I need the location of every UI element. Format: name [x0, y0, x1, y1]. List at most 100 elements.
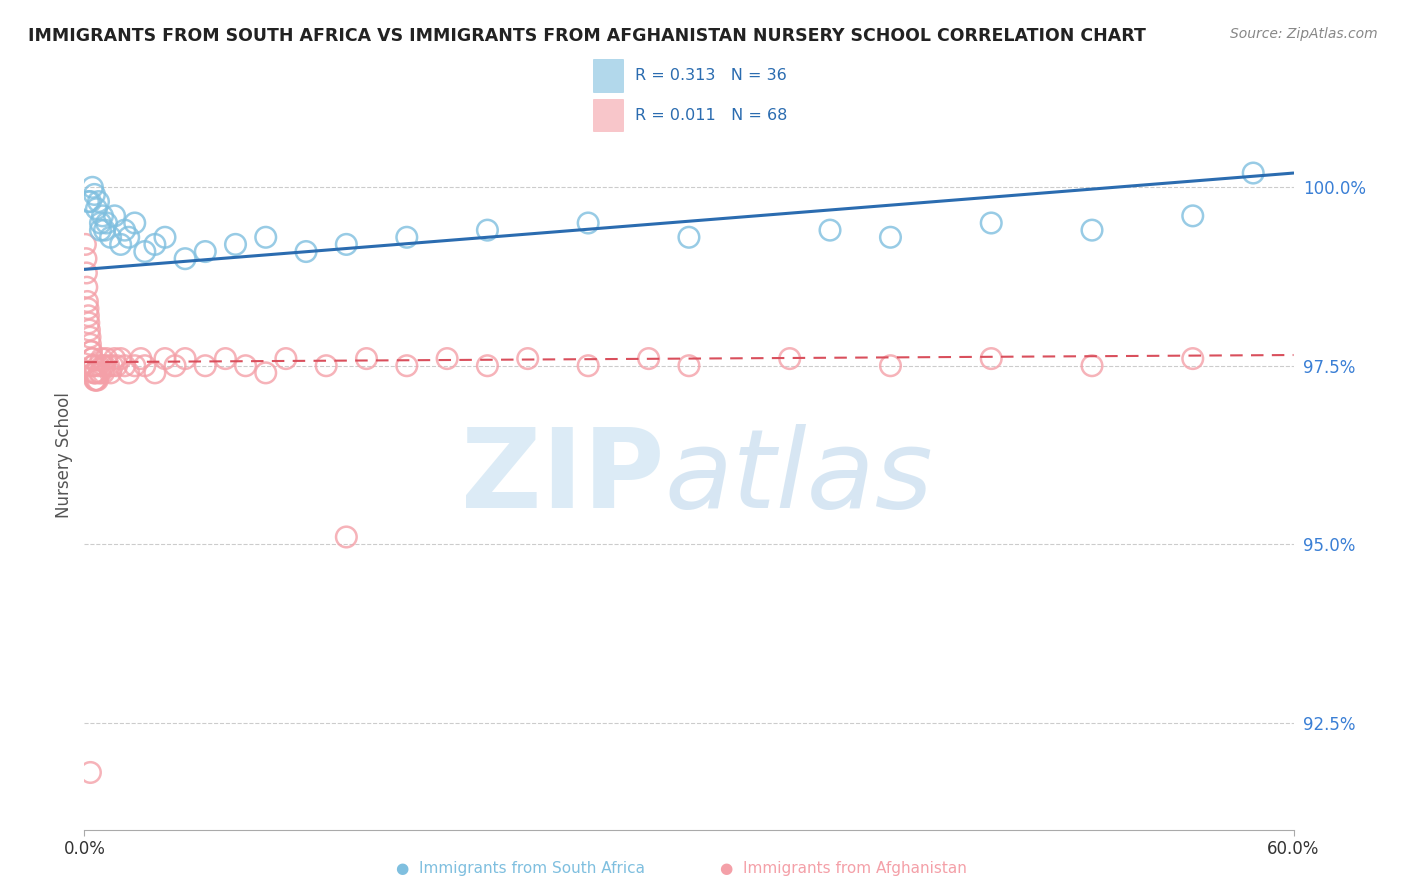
Point	[101, 359, 124, 373]
Point	[96, 216, 118, 230]
Point	[83, 373, 105, 387]
Point	[93, 359, 115, 373]
Point	[77, 309, 100, 323]
Point	[91, 359, 114, 373]
Point	[82, 351, 104, 366]
Text: R = 0.011   N = 68: R = 0.011 N = 68	[636, 108, 787, 123]
Point	[678, 230, 700, 244]
Point	[576, 216, 599, 230]
Point	[124, 359, 146, 373]
Point	[82, 359, 104, 373]
Point	[194, 359, 217, 373]
Point	[1081, 359, 1104, 373]
Point	[879, 230, 901, 244]
Point	[1181, 209, 1204, 223]
Point	[75, 252, 97, 266]
Point	[1181, 351, 1204, 366]
Point	[82, 180, 104, 194]
Point	[118, 366, 141, 380]
Point	[84, 373, 107, 387]
Text: ●  Immigrants from Afghanistan: ● Immigrants from Afghanistan	[720, 861, 967, 876]
Point	[86, 373, 108, 387]
Point	[335, 237, 357, 252]
Point	[89, 216, 111, 230]
Point	[779, 351, 801, 366]
Point	[356, 351, 378, 366]
Point	[477, 359, 499, 373]
Point	[980, 351, 1002, 366]
Point	[134, 244, 156, 259]
Point	[110, 237, 132, 252]
Point	[83, 187, 105, 202]
Point	[77, 316, 100, 330]
Point	[153, 351, 176, 366]
Point	[89, 366, 111, 380]
Point	[79, 323, 101, 337]
Point	[79, 330, 101, 344]
Text: R = 0.313   N = 36: R = 0.313 N = 36	[636, 68, 786, 83]
Point	[225, 237, 247, 252]
Point	[129, 351, 152, 366]
Point	[678, 359, 700, 373]
Point	[174, 351, 197, 366]
Point	[100, 230, 122, 244]
Text: IMMIGRANTS FROM SOUTH AFRICA VS IMMIGRANTS FROM AFGHANISTAN NURSERY SCHOOL CORRE: IMMIGRANTS FROM SOUTH AFRICA VS IMMIGRAN…	[28, 27, 1146, 45]
Point	[124, 216, 146, 230]
Point	[105, 359, 128, 373]
Point	[77, 194, 100, 209]
Text: Source: ZipAtlas.com: Source: ZipAtlas.com	[1230, 27, 1378, 41]
Point	[235, 359, 257, 373]
Point	[86, 202, 108, 216]
Point	[96, 351, 118, 366]
Point	[1241, 166, 1264, 180]
Point	[295, 244, 318, 259]
Point	[93, 366, 115, 380]
Point	[100, 366, 122, 380]
Point	[93, 223, 115, 237]
Point	[165, 359, 187, 373]
Point	[879, 359, 901, 373]
Point	[84, 366, 107, 380]
Point	[637, 351, 659, 366]
Point	[89, 366, 111, 380]
Point	[335, 530, 357, 544]
Point	[80, 344, 103, 359]
Point	[90, 351, 112, 366]
Point	[110, 351, 132, 366]
Point	[153, 230, 176, 244]
Point	[395, 359, 418, 373]
Point	[83, 366, 105, 380]
Point	[477, 223, 499, 237]
Point	[194, 244, 217, 259]
Point	[79, 765, 101, 780]
Point	[134, 359, 156, 373]
Point	[254, 230, 277, 244]
Point	[818, 223, 841, 237]
Point	[86, 373, 108, 387]
Point	[516, 351, 538, 366]
Point	[79, 337, 101, 351]
Point	[80, 351, 103, 366]
Point	[87, 359, 110, 373]
Point	[76, 294, 98, 309]
Point	[174, 252, 197, 266]
Point	[395, 230, 418, 244]
Point	[114, 359, 136, 373]
Point	[97, 359, 120, 373]
Point	[80, 344, 103, 359]
Point	[143, 366, 166, 380]
Point	[77, 301, 100, 316]
Bar	[592, 60, 623, 92]
Point	[214, 351, 236, 366]
Point	[75, 237, 97, 252]
Point	[143, 237, 166, 252]
Point	[576, 359, 599, 373]
Y-axis label: Nursery School: Nursery School	[55, 392, 73, 518]
Point	[104, 351, 127, 366]
Point	[104, 209, 127, 223]
Text: atlas: atlas	[665, 424, 934, 531]
Point	[118, 230, 141, 244]
Point	[75, 266, 97, 280]
Point	[254, 366, 277, 380]
Point	[89, 223, 111, 237]
